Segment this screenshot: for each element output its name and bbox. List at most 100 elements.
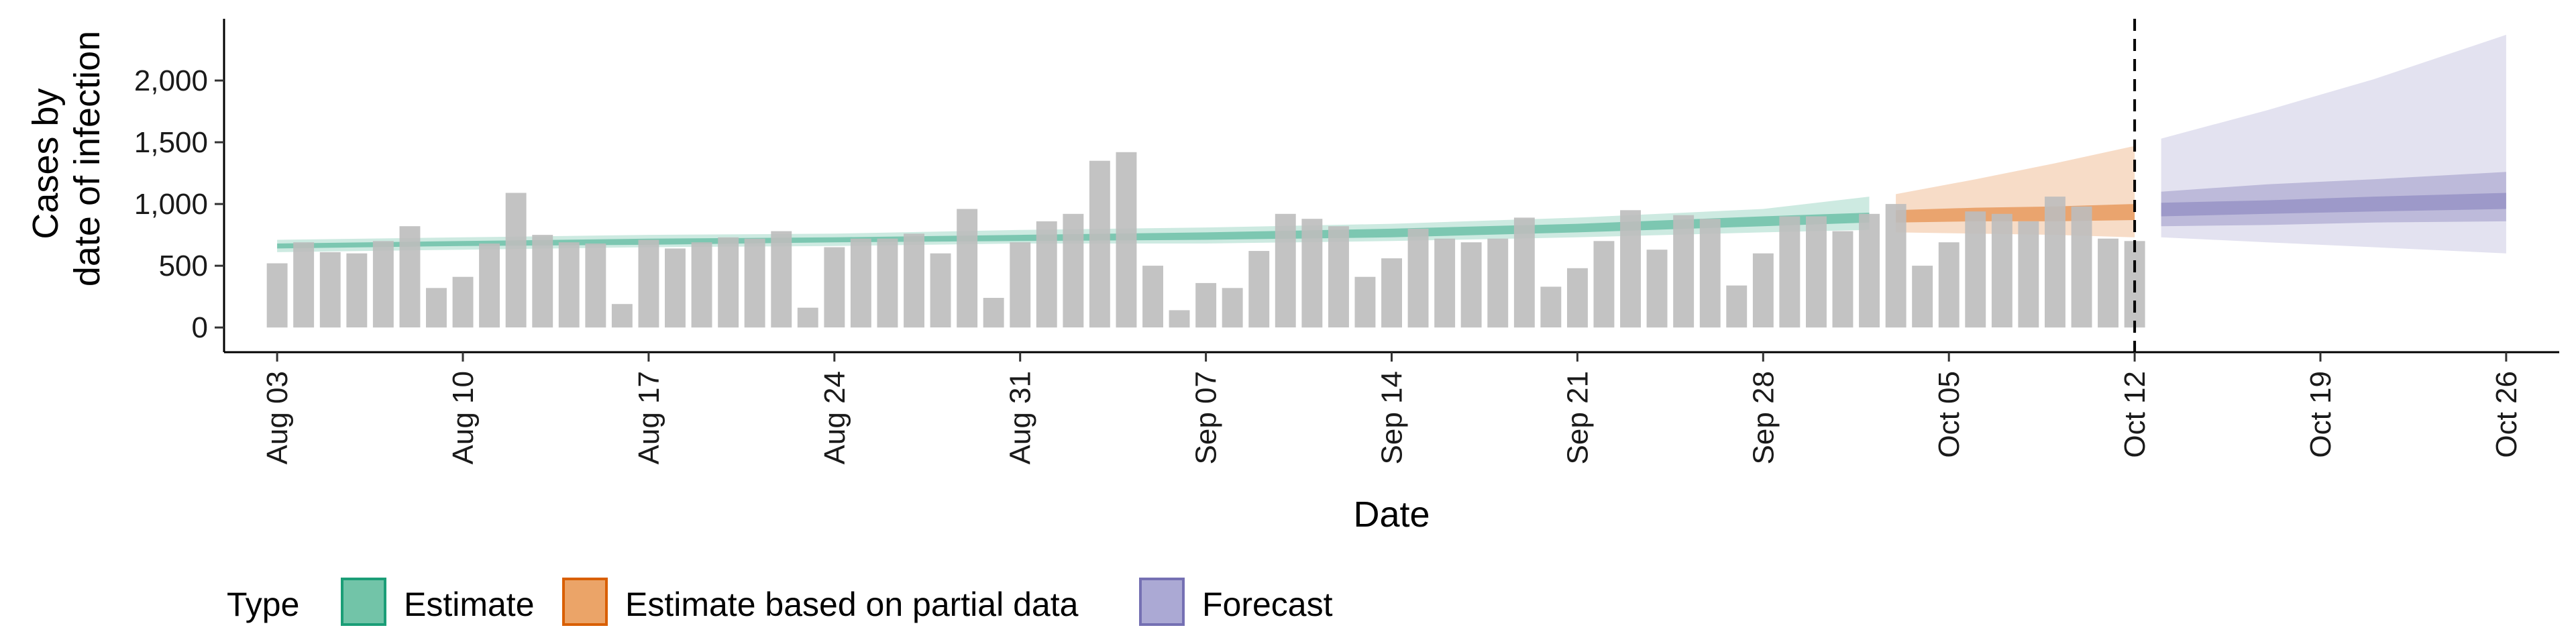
y-axis-title-line-2: date of infection — [67, 31, 107, 286]
legend-key — [341, 578, 386, 626]
case-bar — [1460, 242, 1482, 328]
case-bar — [1806, 216, 1827, 328]
case-bar — [638, 239, 659, 328]
case-bar — [1567, 268, 1588, 328]
case-bar — [1699, 219, 1721, 328]
case-bar — [266, 263, 288, 328]
case-bar — [1620, 210, 1641, 328]
case-bar — [399, 226, 421, 328]
case-bar — [532, 235, 553, 328]
case-bar — [1726, 285, 1748, 328]
case-bars — [266, 152, 2145, 328]
case-bar — [611, 304, 633, 328]
x-tick-label: Aug 31 — [1004, 371, 1037, 464]
case-bar — [1885, 204, 1907, 328]
case-bar — [904, 233, 924, 328]
case-bar — [1832, 231, 1854, 328]
case-bar — [957, 209, 978, 328]
case-bar — [372, 241, 394, 328]
x-tick-label: Sep 21 — [1561, 371, 1594, 464]
case-bar — [1991, 213, 2012, 328]
legend-items: Estimate Estimate based on partial data Fo… — [341, 578, 1333, 626]
estimate-inner-band — [277, 213, 1870, 249]
case-bar — [1407, 228, 1429, 328]
partial-estimate-outer-band — [1896, 146, 2135, 237]
legend-label: Forecast — [1202, 586, 1333, 623]
forecast-mid-band — [2161, 172, 2506, 227]
legend-label: Estimate based on partial data — [625, 586, 1079, 623]
case-bar — [1859, 213, 1880, 328]
case-bar — [1222, 288, 1243, 328]
case-bar — [1010, 242, 1031, 328]
case-bar — [1063, 213, 1084, 328]
case-bar — [1938, 242, 1960, 328]
case-bar — [930, 253, 951, 328]
case-bar — [718, 237, 739, 328]
case-bar — [2018, 221, 2039, 328]
case-bar — [1142, 266, 1163, 328]
case-bar — [1195, 282, 1217, 328]
y-tick-label: 0 — [192, 311, 208, 344]
case-bar — [797, 307, 818, 328]
x-axis-title: Date — [1353, 494, 1430, 535]
case-bar — [2098, 238, 2118, 328]
x-tick-label: Aug 24 — [818, 371, 851, 464]
case-bar — [1169, 310, 1190, 328]
case-bar — [319, 252, 341, 328]
case-bar — [346, 253, 368, 328]
case-bar — [1912, 266, 1933, 328]
x-tick-label: Oct 19 — [2304, 371, 2337, 458]
case-bar — [558, 242, 580, 328]
legend-title: Type — [227, 586, 299, 623]
case-bar — [1779, 216, 1801, 328]
y-axis-title: Cases by date of infection — [25, 31, 107, 286]
x-tick-label: Sep 28 — [1747, 371, 1780, 464]
case-bar — [691, 242, 712, 328]
legend-key — [1139, 578, 1185, 626]
case-bar — [771, 231, 792, 328]
x-tick-label: Aug 17 — [633, 371, 665, 464]
x-tick-label: Oct 26 — [2490, 371, 2523, 458]
case-bar — [426, 288, 447, 328]
case-bar — [293, 242, 315, 328]
y-tick-label: 1,000 — [134, 188, 208, 221]
legend-key — [562, 578, 608, 626]
case-bar — [744, 238, 765, 328]
case-bar — [983, 298, 1004, 328]
case-bar — [1593, 241, 1615, 328]
legend: Type Estimate Estimate based on partial d… — [227, 578, 1333, 626]
y-axis-title-line-1: Cases by — [25, 88, 66, 239]
forecast-outer-band — [2161, 34, 2506, 254]
case-bar — [1089, 160, 1110, 328]
case-bar — [824, 247, 845, 328]
estimate-outer-band — [277, 197, 1870, 252]
case-bar — [1381, 258, 1402, 328]
x-tick-label: Oct 05 — [1933, 371, 1966, 458]
case-bar — [1487, 238, 1509, 328]
case-bar — [1275, 213, 1296, 328]
forecast-bands — [2161, 34, 2506, 254]
case-bar — [505, 193, 527, 328]
uncertainty-bands — [277, 146, 2135, 252]
x-tick-label: Aug 10 — [447, 371, 480, 464]
case-bar — [585, 244, 606, 328]
case-bar — [1248, 251, 1270, 328]
case-bar — [479, 244, 500, 328]
case-bar — [2071, 206, 2092, 328]
legend-label: Estimate — [404, 586, 535, 623]
case-bar — [1036, 221, 1057, 328]
y-tick-label: 1,500 — [134, 126, 208, 159]
case-bar — [2045, 197, 2065, 328]
case-bar — [1752, 253, 1774, 328]
x-tick-label: Sep 14 — [1376, 371, 1409, 464]
case-bar — [1540, 286, 1562, 328]
case-bar — [1116, 152, 1137, 328]
case-bar — [1513, 217, 1535, 328]
y-tick-label: 500 — [159, 250, 208, 282]
case-bar — [1434, 238, 1456, 328]
case-bar — [1354, 276, 1376, 328]
case-bar — [877, 238, 898, 328]
x-tick-label: Oct 12 — [2118, 371, 2151, 458]
case-bar — [850, 238, 871, 328]
